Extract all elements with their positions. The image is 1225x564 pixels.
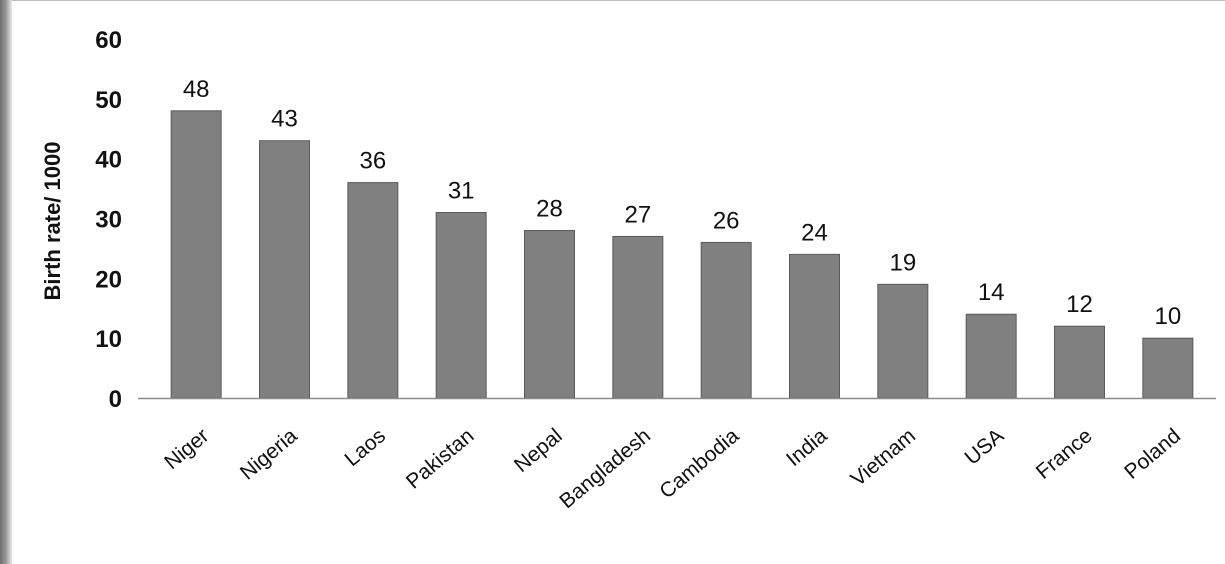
bar-france (1054, 325, 1105, 399)
data-label-usa: 14 (978, 279, 1005, 306)
data-label-nepal: 28 (536, 195, 563, 222)
bar-laos (347, 182, 399, 399)
data-label-cambodia: 26 (713, 207, 740, 234)
y-axis: 0 10 20 30 40 50 60 (95, 27, 122, 413)
data-label-vietnam: 19 (889, 249, 916, 276)
x-tick-label-pakistan: Pakistan (402, 424, 478, 493)
bar-nepal (524, 229, 575, 399)
bar-group (170, 110, 1194, 399)
data-label-france: 12 (1066, 291, 1093, 318)
x-tick-label-nepal: Nepal (510, 424, 567, 477)
y-axis-label: Birth rate/ 1000 (40, 142, 65, 301)
chart-frame: 0 10 20 30 40 50 60 48 43 36 31 28 27 26 24 19 14 12 10 N… (12, 0, 1225, 564)
data-label-pakistan: 31 (448, 178, 475, 205)
bar-chart: 0 10 20 30 40 50 60 48 43 36 31 28 27 26 24 19 14 12 10 N… (40, 27, 1216, 513)
bar-poland (1142, 337, 1194, 399)
bar-niger (170, 110, 222, 399)
x-tick-label-laos: Laos (340, 424, 390, 471)
y-tick-label: 50 (95, 87, 122, 114)
y-tick-label: 60 (95, 27, 122, 54)
data-label-laos: 36 (359, 148, 386, 175)
x-tick-label-france: France (1032, 424, 1097, 484)
data-label-bangladesh: 27 (624, 201, 651, 228)
x-tick-label-vietnam: Vietnam (847, 424, 921, 491)
bar-cambodia (700, 241, 752, 399)
data-label-nigeria: 43 (271, 106, 298, 133)
data-label-india: 24 (801, 219, 828, 246)
x-tick-label-bangladesh: Bangladesh (555, 424, 655, 513)
x-tick-label-cambodia: Cambodia (655, 424, 743, 503)
y-tick-label: 0 (109, 386, 122, 413)
y-tick-label: 30 (95, 207, 122, 234)
data-label-niger: 48 (183, 76, 210, 103)
y-tick-label: 20 (95, 266, 122, 293)
x-tick-label-india: India (782, 424, 832, 471)
bar-usa (965, 313, 1017, 399)
x-tick-label-poland: Poland (1120, 424, 1185, 484)
data-label-group: 48 43 36 31 28 27 26 24 19 14 12 10 (183, 76, 1181, 330)
bar-nigeria (259, 140, 310, 399)
bar-india (789, 253, 840, 399)
bar-vietnam (877, 283, 929, 399)
data-label-poland: 10 (1154, 303, 1181, 330)
y-tick-label: 40 (95, 147, 122, 174)
x-tick-label-niger: Niger (160, 424, 213, 474)
bar-bangladesh (612, 235, 664, 399)
y-tick-label: 10 (95, 326, 122, 353)
x-tick-label-nigeria: Nigeria (236, 424, 302, 485)
x-tick-label-usa: USA (961, 424, 1009, 469)
bar-pakistan (435, 212, 487, 399)
